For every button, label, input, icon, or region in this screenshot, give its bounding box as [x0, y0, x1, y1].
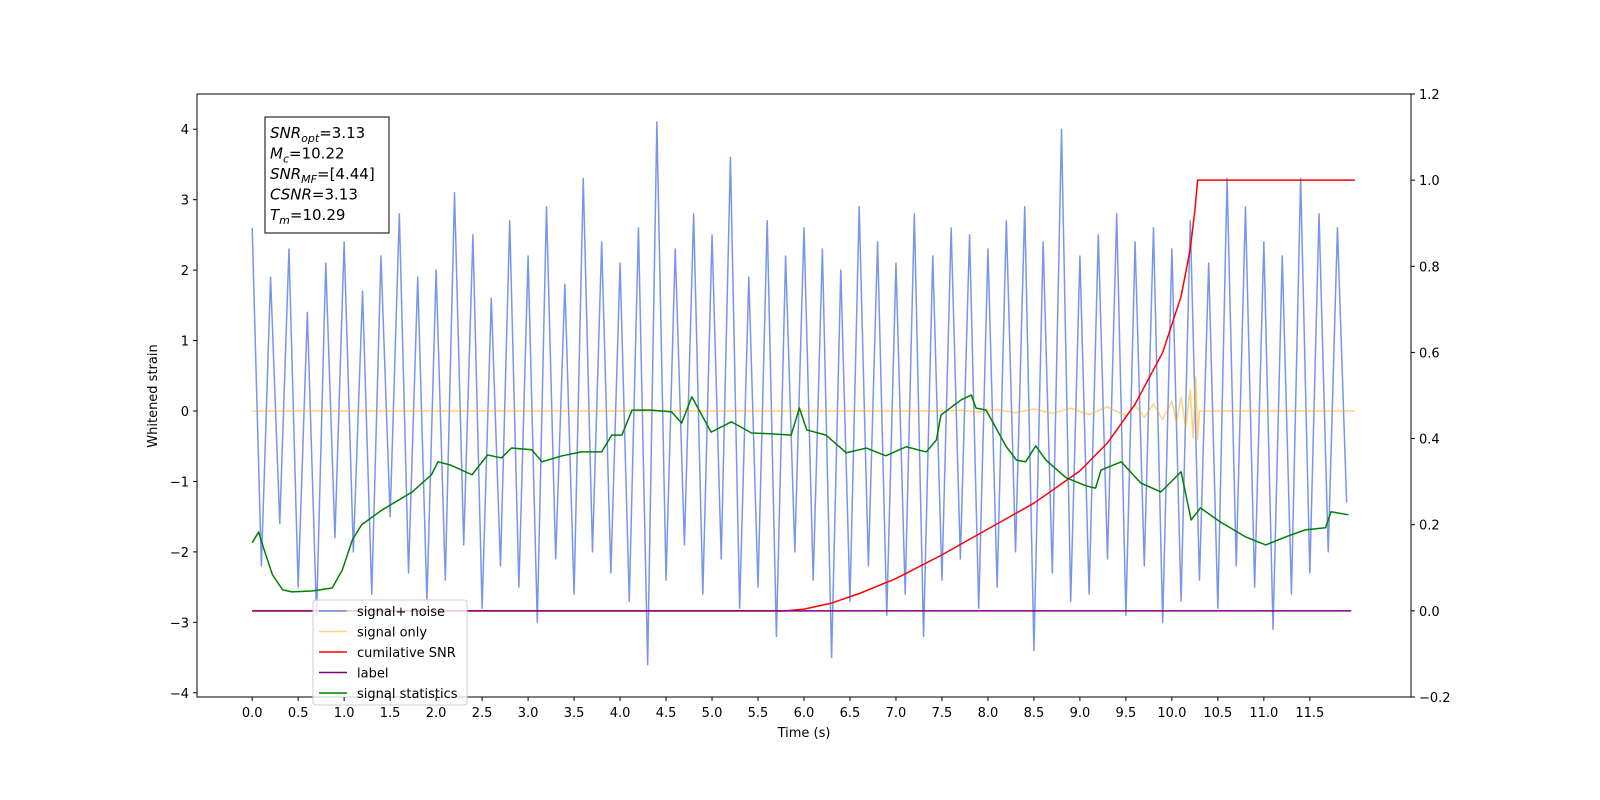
x-tick-label: 0.5	[288, 706, 309, 721]
y2-tick-label: 0.2	[1419, 519, 1440, 534]
annotation-line: CSNR=3.13	[270, 186, 358, 204]
series-line	[251, 121, 1348, 666]
y-tick-label: 2	[181, 264, 189, 279]
y-tick-label: −1	[170, 475, 189, 490]
annotation-symbol: SNR	[270, 124, 301, 142]
annotation-value: =3.13	[312, 186, 358, 204]
x-tick-label: 2.0	[426, 706, 447, 721]
y-tick-label: −3	[170, 616, 189, 631]
x-tick-label: 9.0	[1070, 706, 1091, 721]
y2-tick-label: 1.2	[1419, 88, 1440, 103]
x-tick-label: 5.0	[702, 706, 723, 721]
annotation-subscript: MF	[301, 173, 317, 186]
x-tick-label: 0.0	[242, 706, 263, 721]
series-line	[252, 376, 1355, 440]
legend-label: signal+ noise	[357, 605, 445, 620]
x-tick-label: 8.0	[978, 706, 999, 721]
y2-tick-label: 0.0	[1419, 605, 1440, 620]
x-tick-label: 10.0	[1157, 706, 1186, 721]
annotation-line: Mc=10.22	[270, 145, 345, 166]
annotation-symbol: T	[270, 206, 281, 224]
annotation-value: =[4.44]	[317, 165, 375, 183]
annotation-subscript: m	[279, 214, 290, 227]
y-tick-label: 3	[181, 194, 189, 209]
series-line	[251, 394, 1349, 593]
series-line	[252, 179, 1355, 612]
x-tick-label: 11.5	[1295, 706, 1324, 721]
x-tick-label: 6.0	[794, 706, 815, 721]
x-tick-label: 4.5	[656, 706, 677, 721]
y2-tick-label: 0.8	[1419, 260, 1440, 275]
y-tick-label: −4	[170, 687, 189, 702]
x-tick-label: 3.5	[564, 706, 585, 721]
annotation-box	[264, 116, 390, 234]
x-tick-label: 1.5	[380, 706, 401, 721]
annotation-symbol: M	[270, 145, 283, 163]
x-tick-label: 9.5	[1116, 706, 1137, 721]
annotation-line: SNRopt=3.13	[270, 124, 365, 145]
x-tick-label: 10.5	[1203, 706, 1232, 721]
annotation-value: =10.22	[289, 145, 345, 163]
y-axis-label: Whitened strain	[146, 344, 161, 447]
annotation-line: Tm=10.29	[270, 206, 345, 227]
x-tick-label: 5.5	[748, 706, 769, 721]
legend-label: signal only	[357, 626, 427, 641]
x-tick-label: 6.5	[840, 706, 861, 721]
annotation-symbol: SNR	[270, 165, 301, 183]
x-tick-label: 3.0	[518, 706, 539, 721]
annotation-line: SNRMF=[4.44]	[270, 165, 375, 186]
x-tick-label: 11.0	[1249, 706, 1278, 721]
plot-area	[251, 121, 1355, 666]
y-tick-label: 1	[181, 335, 189, 350]
y-tick-label: −2	[170, 546, 189, 561]
y-tick-label: 4	[181, 123, 189, 138]
legend-label: signal statistics	[357, 687, 458, 702]
x-axis-label: Time (s)	[777, 726, 831, 741]
x-tick-label: 8.5	[1024, 706, 1045, 721]
annotation-subscript: c	[283, 153, 289, 166]
annotation-value: =3.13	[319, 124, 365, 142]
x-tick-label: 7.5	[932, 706, 953, 721]
legend-box	[312, 599, 468, 706]
x-tick-label: 4.0	[610, 706, 631, 721]
annotation-subscript: opt	[301, 132, 320, 145]
y2-tick-label: −0.2	[1419, 691, 1451, 706]
y2-tick-label: 0.6	[1419, 346, 1440, 361]
x-tick-label: 2.5	[472, 706, 493, 721]
annotation-value: =10.29	[290, 206, 346, 224]
y2-tick-label: 1.0	[1419, 174, 1440, 189]
y2-tick-label: 0.4	[1419, 433, 1440, 448]
legend: signal+ noise signal only cumilative SNR la…	[312, 599, 468, 706]
legend-label: cumilative SNR	[357, 646, 456, 661]
annotation-symbol: CSNR	[270, 186, 312, 204]
x-tick-label: 1.0	[334, 706, 355, 721]
legend-label: label	[357, 667, 388, 682]
x-tick-label: 7.0	[886, 706, 907, 721]
y-tick-label: 0	[181, 405, 189, 420]
